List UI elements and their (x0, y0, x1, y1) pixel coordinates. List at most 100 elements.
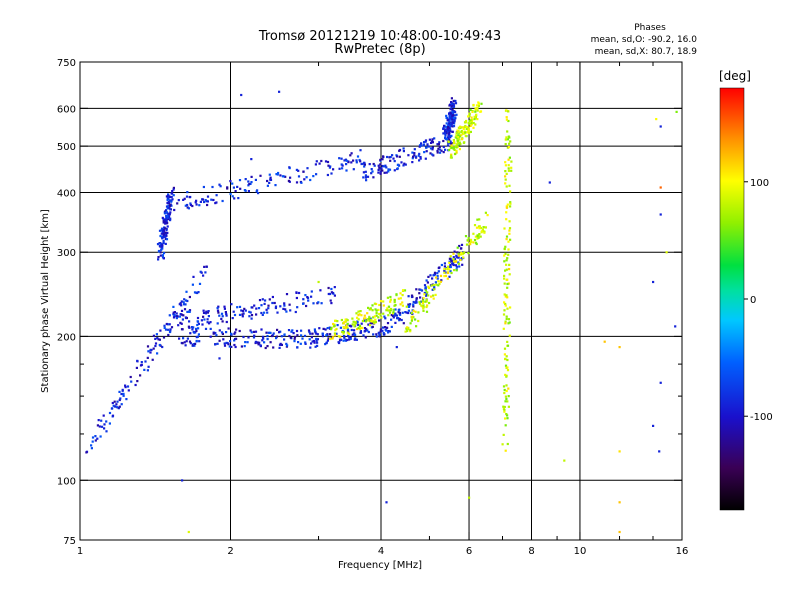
data-point-o (451, 121, 454, 124)
data-point-x (448, 268, 451, 271)
data-point-o (452, 256, 455, 259)
data-point-o (384, 317, 387, 320)
data-point-o (438, 266, 441, 269)
data-point-o (166, 231, 169, 234)
data-point-o (431, 141, 434, 144)
data-point-o (297, 341, 300, 344)
data-point-o (233, 343, 236, 347)
data-point-o (247, 190, 250, 193)
data-point-o (167, 218, 170, 221)
data-point-x (505, 172, 508, 175)
data-point-x (336, 320, 339, 323)
data-point-o (186, 206, 189, 209)
data-point-x (464, 134, 467, 138)
data-point-x (375, 302, 378, 306)
data-point-x (506, 340, 509, 343)
data-point-o (383, 165, 386, 168)
data-point-x (449, 255, 452, 258)
data-point-o (202, 311, 206, 314)
data-point-o (418, 145, 421, 148)
data-point-o (183, 308, 187, 311)
data-point-o (284, 175, 287, 178)
data-point-o (346, 328, 350, 331)
data-point-o (158, 338, 161, 341)
data-point-o (159, 251, 162, 254)
data-point-o (276, 311, 279, 314)
data-point (675, 110, 678, 113)
data-point-x (481, 228, 484, 231)
data-point-x (507, 248, 510, 251)
data-point-o (448, 126, 451, 129)
data-point-x (364, 317, 367, 320)
data-point-o (269, 331, 272, 334)
data-point (395, 346, 398, 349)
data-point-o (261, 313, 264, 316)
data-point-x (506, 296, 509, 299)
data-point-x (422, 309, 425, 312)
data-point-x (371, 309, 374, 312)
data-point-o (161, 216, 164, 219)
data-point-o (165, 211, 168, 214)
data-point-x (453, 269, 456, 272)
data-point-o (143, 368, 146, 371)
data-point-x (506, 110, 510, 113)
data-point-x (366, 318, 369, 321)
data-point-x (504, 178, 507, 181)
data-point-o (199, 200, 202, 203)
data-point-o (115, 403, 118, 406)
data-point-o (367, 323, 370, 326)
data-point-o (161, 247, 164, 250)
data-point-o (355, 159, 358, 162)
data-point-o (329, 299, 332, 302)
data-point-o (184, 299, 188, 302)
data-point-o (179, 313, 182, 316)
data-point-o (188, 309, 192, 312)
data-point-x (421, 299, 425, 302)
data-point-o (212, 332, 215, 335)
data-point-x (508, 220, 511, 223)
data-point-o (259, 174, 262, 177)
data-point-o (347, 334, 350, 337)
data-point-x (330, 328, 333, 331)
data-point-o (298, 291, 301, 295)
data-point-o (457, 261, 460, 264)
data-point-o (424, 157, 427, 160)
data-point-o (379, 172, 382, 175)
data-point-o (197, 327, 200, 330)
data-point-o (236, 185, 239, 188)
data-point-o (449, 264, 452, 267)
data-point-x (344, 327, 347, 330)
data-point-o (361, 162, 364, 165)
data-point-o (253, 304, 256, 307)
data-point-o (408, 304, 411, 307)
data-point-o (423, 141, 426, 144)
data-point-o (280, 335, 283, 338)
data-point-o (175, 312, 178, 315)
data-point-o (179, 321, 182, 324)
data-point-x (424, 289, 427, 292)
data-point-o (136, 359, 139, 362)
data-point-o (449, 128, 452, 131)
data-point-o (349, 337, 352, 340)
data-point-o (404, 163, 407, 166)
data-point-o (402, 147, 405, 150)
data-point-x (505, 118, 508, 121)
data-point-o (257, 342, 260, 345)
data-point-o (237, 197, 240, 200)
data-point-x (505, 294, 508, 297)
data-point-o (166, 196, 169, 200)
data-point-o (292, 332, 295, 335)
data-point-o (287, 329, 291, 332)
data-point-o (447, 124, 450, 127)
data-point-x (387, 305, 391, 308)
data-point-o (451, 105, 454, 108)
data-point (385, 501, 388, 504)
data-point-o (180, 304, 183, 307)
data-point-o (178, 337, 181, 340)
data-point-o (453, 250, 456, 253)
data-point-x (424, 300, 427, 303)
data-point (181, 479, 184, 482)
data-point-o (157, 338, 160, 341)
data-point-o (164, 220, 168, 223)
data-point-o (330, 287, 333, 291)
